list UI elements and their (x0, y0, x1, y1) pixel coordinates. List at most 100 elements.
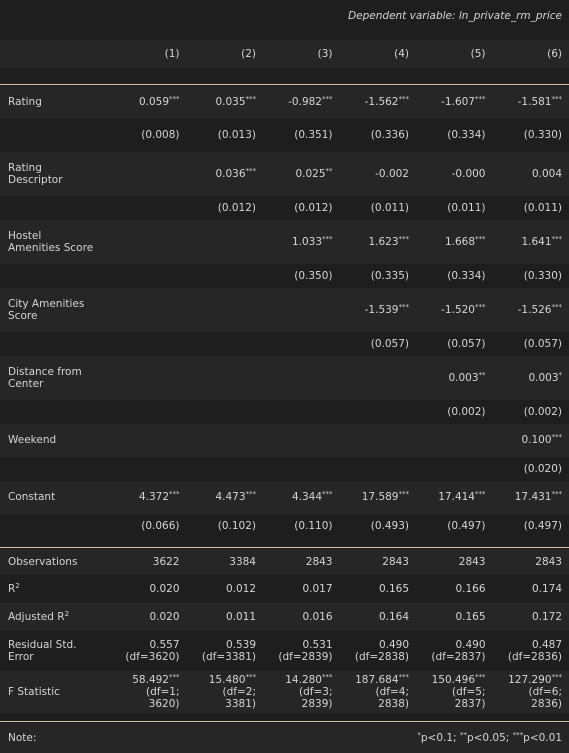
coef-cell: 0.004 (493, 152, 569, 196)
se-cell (187, 332, 264, 356)
coef-cell (110, 356, 187, 400)
se-value: (0.336) (371, 129, 409, 141)
coef-cell: 0.025** (263, 152, 340, 196)
se-value: (0.330) (524, 129, 562, 141)
variable-label-line: Constant (8, 491, 55, 503)
stat-cell: 0.020 (110, 603, 187, 631)
significance-stars: ** (326, 167, 333, 175)
degrees-of-freedom: (df=3; 2839) (299, 686, 332, 710)
significance-stars: * (559, 371, 563, 379)
coef-cell: -0.000 (416, 152, 493, 196)
stat-value: 0.020 (149, 583, 179, 595)
stat-cell: 150.496***(df=5; 2837) (416, 671, 493, 713)
coef-cell: -1.526*** (493, 288, 569, 332)
se-value: (0.011) (524, 202, 562, 214)
se-cell (110, 457, 187, 481)
se-value: (0.011) (447, 202, 485, 214)
coef-value: -0.982 (288, 96, 322, 108)
se-cell: (0.334) (416, 119, 493, 152)
significance-stars: *** (475, 490, 486, 498)
se-cell: (0.330) (493, 119, 569, 152)
se-value: (0.335) (371, 270, 409, 282)
empty-label (0, 196, 110, 220)
significance-stars: ** (479, 371, 486, 379)
se-cell: (0.002) (493, 400, 569, 424)
stat-cell: 14.280***(df=3; 2839) (263, 671, 340, 713)
column-header: (5) (416, 40, 493, 68)
variable-label: Weekend (0, 424, 110, 457)
stat-cell: 127.290***(df=6; 2836) (493, 671, 569, 713)
significance-stars: *** (399, 673, 410, 681)
se-value: (0.013) (218, 129, 256, 141)
coef-value: 4.344 (292, 491, 322, 503)
degrees-of-freedom: (df=2837) (431, 651, 485, 663)
coef-cell: 17.414*** (416, 481, 493, 514)
stat-label-line: Residual Std. (8, 639, 76, 651)
spacer (0, 538, 569, 548)
stat-value: 0.016 (302, 611, 332, 623)
se-cell (263, 400, 340, 424)
significance-stars: *** (399, 95, 410, 103)
variable-label-line: Weekend (8, 434, 56, 446)
coef-cell: 1.623*** (340, 220, 417, 264)
stat-value: 0.174 (532, 583, 562, 595)
stat-cell: 0.012 (187, 575, 264, 603)
stat-cell: 0.164 (340, 603, 417, 631)
dependent-variable-label: Dependent variable: ln_private_rm_price (0, 0, 569, 32)
se-row: (0.002)(0.002) (0, 400, 569, 424)
se-cell: (0.012) (187, 196, 264, 220)
se-value: (0.497) (524, 520, 562, 532)
stat-cell: 0.174 (493, 575, 569, 603)
coef-value: 1.641 (521, 236, 551, 248)
dependent-variable-row: Dependent variable: ln_private_rm_price (0, 0, 569, 32)
se-value: (0.497) (447, 520, 485, 532)
coef-cell: 1.033*** (263, 220, 340, 264)
coef-value: 0.059 (139, 96, 169, 108)
se-cell (340, 457, 417, 481)
se-cell (263, 332, 340, 356)
significance-stars: *** (169, 673, 180, 681)
significance-stars: *** (475, 303, 486, 311)
se-row: (0.020) (0, 457, 569, 481)
significance-stars: *** (322, 490, 333, 498)
column-header-text: (3) (318, 48, 333, 60)
variable-label-line: Hostel (8, 230, 41, 242)
stat-label: F Statistic (0, 671, 110, 713)
se-row: (0.066)(0.102)(0.110)(0.493)(0.497)(0.49… (0, 514, 569, 538)
se-cell: (0.102) (187, 514, 264, 538)
significance-stars: *** (399, 303, 410, 311)
coef-cell (187, 424, 264, 457)
se-cell: (0.351) (263, 119, 340, 152)
se-cell: (0.493) (340, 514, 417, 538)
degrees-of-freedom: (df=1; 3620) (146, 686, 179, 710)
stat-value: 3622 (153, 556, 180, 568)
degrees-of-freedom: (df=2; 3381) (223, 686, 256, 710)
coef-cell (110, 152, 187, 196)
stat-cell: 0.016 (263, 603, 340, 631)
se-row: (0.012)(0.012)(0.011)(0.011)(0.011) (0, 196, 569, 220)
coef-cell: 17.589*** (340, 481, 417, 514)
stat-value: 2843 (535, 556, 562, 568)
stat-value: 58.492 (132, 674, 169, 686)
significance-stars: *** (552, 673, 563, 681)
coef-value: -0.000 (452, 168, 486, 180)
coef-cell: 0.059*** (110, 86, 187, 119)
coef-value: 0.003 (448, 372, 478, 384)
coef-cell: -1.520*** (416, 288, 493, 332)
coef-value: 17.431 (515, 491, 552, 503)
stat-value: 0.012 (226, 583, 256, 595)
coef-cell (187, 220, 264, 264)
se-cell (110, 264, 187, 288)
coef-value: 0.004 (532, 168, 562, 180)
degrees-of-freedom: (df=3620) (125, 651, 179, 663)
stat-value: 2843 (306, 556, 333, 568)
stat-label-text: Adjusted R (8, 611, 65, 623)
coef-cell (340, 424, 417, 457)
